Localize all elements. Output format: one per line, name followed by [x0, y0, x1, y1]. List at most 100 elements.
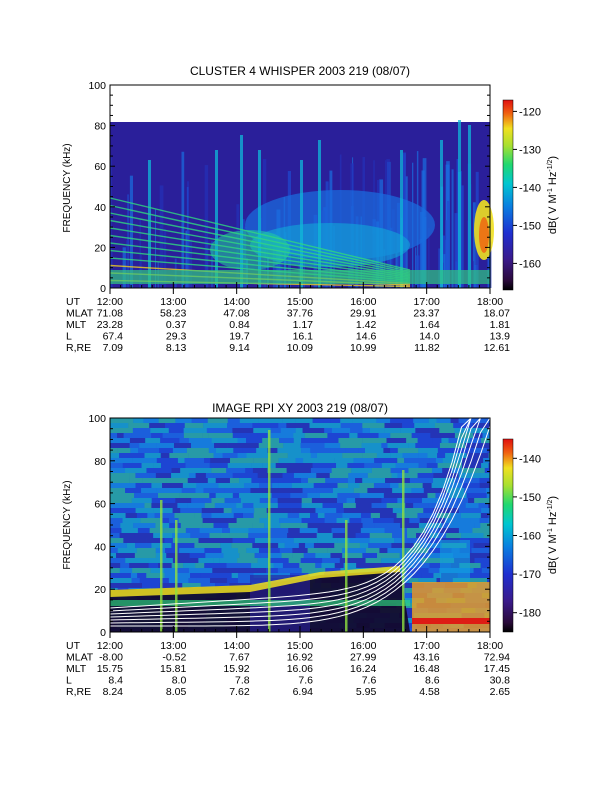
- noise-cell: [246, 568, 267, 573]
- noise-cell: [417, 513, 427, 518]
- noise-cell: [429, 533, 439, 538]
- noise-cell: [304, 433, 328, 438]
- noise-cell: [369, 533, 393, 538]
- noise-cell: [381, 443, 388, 448]
- noise-cell: [195, 488, 204, 493]
- noise-cell: [343, 508, 370, 513]
- noise-cell: [331, 468, 352, 473]
- ephemeris-value: 16.92: [287, 652, 313, 664]
- noise-cell: [231, 508, 255, 513]
- noise-cell: [227, 418, 240, 423]
- noise-cell: [404, 498, 422, 503]
- noise-cell: [441, 438, 449, 443]
- y-tick-label: 60: [94, 161, 106, 173]
- noise-cell: [480, 428, 490, 433]
- noise-cell: [296, 533, 317, 538]
- noise-cell: [168, 578, 189, 583]
- noise-cell: [218, 483, 244, 488]
- noise-cell: [317, 528, 332, 533]
- noise-cell: [422, 558, 443, 563]
- y-axis-label: FREQUENCY (kHz): [62, 480, 73, 569]
- noise-cell: [432, 478, 454, 483]
- colorbar-tick-label: -170: [519, 569, 541, 581]
- noise-cell: [133, 523, 156, 528]
- x-axis: 13:00 14:00 15:00 16:00 17:00 18:00: [109, 626, 503, 652]
- noise-cell: [282, 473, 294, 478]
- noise-cell: [258, 443, 284, 448]
- emission-burst: [440, 140, 443, 288]
- ephemeris-value: 12:00: [97, 640, 123, 652]
- noise-cell: [253, 428, 271, 433]
- noise-cell: [456, 438, 471, 443]
- x-tick-label: 18:00: [477, 640, 503, 652]
- ephemeris-value: 8.05: [166, 686, 187, 698]
- noise-cell: [248, 443, 259, 448]
- noise-cell: [445, 483, 463, 488]
- noise-cell: [254, 553, 261, 558]
- wave-column: [415, 247, 417, 288]
- noise-cell: [110, 553, 117, 558]
- noise-cell: [329, 423, 341, 428]
- noise-cell: [110, 498, 132, 503]
- noise-cell: [237, 548, 247, 553]
- noise-cell: [242, 503, 254, 508]
- noise-cell: [435, 493, 450, 498]
- noise-cell: [430, 433, 455, 438]
- noise-cell: [408, 468, 433, 473]
- ephemeris-value: 0.84: [229, 319, 250, 331]
- noise-cell: [267, 468, 287, 473]
- noise-cell: [417, 473, 434, 478]
- noise-cell: [488, 453, 490, 458]
- noise-cell: [151, 483, 163, 488]
- noise-cell: [470, 518, 480, 523]
- noise-cell: [327, 433, 350, 438]
- noise-cell: [285, 478, 302, 483]
- noise-cell: [231, 573, 239, 578]
- noise-cell: [233, 448, 243, 453]
- noise-cell: [432, 468, 443, 473]
- noise-cell: [207, 418, 228, 423]
- noise-cell: [156, 443, 174, 448]
- noise-cell: [415, 428, 440, 433]
- colorbar-tick-label: -140: [519, 182, 541, 194]
- noise-cell: [444, 518, 471, 523]
- noise-cell: [252, 543, 279, 548]
- ephemeris-value: 23.37: [413, 308, 439, 320]
- noise-cell: [129, 438, 146, 443]
- noise-cell: [428, 568, 439, 573]
- noise-cell: [426, 463, 438, 468]
- noise-cell: [147, 513, 155, 518]
- noise-cell: [387, 548, 406, 553]
- noise-cell: [205, 473, 214, 478]
- noise-cell: [237, 438, 247, 443]
- noise-cell: [466, 493, 487, 498]
- noise-cell: [188, 453, 214, 458]
- noise-cell: [473, 543, 490, 548]
- noise-cell: [185, 463, 210, 468]
- noise-cell: [313, 543, 335, 548]
- noise-cell: [194, 543, 221, 548]
- noise-cell: [123, 538, 147, 543]
- noise-cell: [330, 448, 346, 453]
- noise-cell: [145, 448, 160, 453]
- noise-cell: [246, 438, 263, 443]
- noise-cell: [368, 543, 392, 548]
- noise-cell: [355, 533, 370, 538]
- noise-cell: [188, 568, 213, 573]
- noise-cell: [400, 523, 419, 528]
- noise-cell: [214, 443, 228, 448]
- noise-cell: [347, 478, 356, 483]
- noise-cell: [476, 458, 484, 463]
- noise-cell: [211, 513, 234, 518]
- noise-cell: [143, 418, 159, 423]
- noise-cell: [155, 523, 162, 528]
- noise-cell: [474, 523, 481, 528]
- noise-cell: [292, 553, 304, 558]
- noise-cell: [211, 498, 225, 503]
- noise-cell: [367, 473, 392, 478]
- emission-burst: [345, 520, 348, 632]
- noise-cell: [374, 523, 401, 528]
- noise-cell: [273, 563, 283, 568]
- noise-cell: [281, 553, 293, 558]
